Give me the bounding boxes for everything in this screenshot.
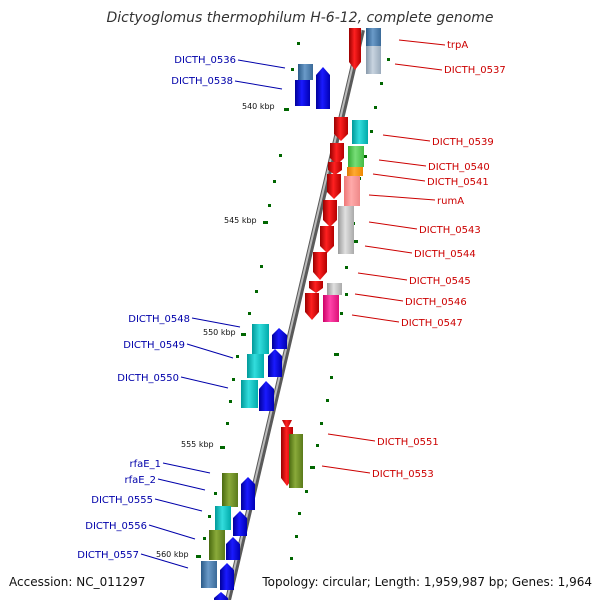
gene-feature[interactable] [272, 328, 287, 349]
gene-feature[interactable] [220, 563, 234, 590]
gene-label-dicth-0548[interactable]: DICTH_0548 [128, 314, 190, 325]
gene-feature[interactable] [327, 174, 341, 199]
gene-feature[interactable] [328, 162, 342, 175]
gene-label-rfaE-2[interactable]: rfaE_2 [125, 475, 156, 486]
gene-label-dicth-0549[interactable]: DICTH_0549 [123, 340, 185, 351]
gene-label-dicth-0540[interactable]: DICTH_0540 [428, 162, 490, 173]
gene-label-dicth-0547[interactable]: DICTH_0547 [401, 318, 463, 329]
gene-label-dicth-0551[interactable]: DICTH_0551 [377, 437, 439, 448]
gene-feature[interactable] [344, 176, 360, 206]
gene-feature[interactable] [366, 28, 381, 46]
gene-label-dicth-0536[interactable]: DICTH_0536 [174, 55, 236, 66]
gene-label-dicth-0555[interactable]: DICTH_0555 [91, 495, 153, 506]
gene-feature[interactable] [313, 252, 327, 280]
scale-label-555: 555 kbp [181, 440, 214, 449]
gene-feature[interactable] [366, 46, 381, 74]
gene-label-dicth-0544[interactable]: DICTH_0544 [414, 249, 476, 260]
gene-feature[interactable] [349, 28, 361, 70]
scale-label-540: 540 kbp [242, 102, 275, 111]
gene-label-dicth-0543[interactable]: DICTH_0543 [419, 225, 481, 236]
gene-feature[interactable] [347, 167, 363, 176]
gene-feature[interactable] [320, 226, 334, 253]
gene-feature[interactable] [338, 206, 354, 254]
accession-label: Accession: NC_011297 [9, 575, 145, 589]
gene-feature[interactable] [247, 354, 264, 378]
gene-feature[interactable] [209, 530, 225, 560]
gene-label-dicth-0557[interactable]: DICTH_0557 [77, 550, 139, 561]
gene-label-dicth-0539[interactable]: DICTH_0539 [432, 137, 494, 148]
gene-labels: trpA DICTH_0537 DICTH_0539 DICTH_0540 DI… [77, 40, 505, 561]
gene-feature[interactable] [289, 434, 303, 488]
gene-label-dicth-0537[interactable]: DICTH_0537 [444, 65, 506, 76]
gene-label-rumA[interactable]: rumA [437, 196, 464, 207]
gene-feature[interactable] [201, 561, 217, 588]
gene-feature[interactable] [252, 324, 269, 354]
gene-label-dicth-0553[interactable]: DICTH_0553 [372, 469, 434, 480]
gene-label-dicth-0541[interactable]: DICTH_0541 [427, 177, 489, 188]
topology-label: Topology: circular; Length: 1,959,987 bp… [261, 575, 592, 589]
gene-feature[interactable] [323, 200, 337, 227]
gene-label-trpA[interactable]: trpA [447, 40, 468, 51]
scale-label-545: 545 kbp [224, 216, 257, 225]
leader-lines [140, 39, 446, 569]
gene-feature[interactable] [305, 293, 319, 320]
gene-feature[interactable] [334, 117, 348, 141]
gene-feature[interactable] [298, 64, 313, 80]
gene-feature[interactable] [241, 380, 258, 408]
reverse-strand-genes [201, 64, 330, 600]
gene-label-dicth-0556[interactable]: DICTH_0556 [85, 521, 147, 532]
gene-feature[interactable] [309, 281, 323, 293]
scale-label-560: 560 kbp [156, 550, 189, 559]
gene-label-dicth-0550[interactable]: DICTH_0550 [117, 373, 179, 384]
gene-feature[interactable] [330, 143, 344, 165]
diagram-title: Dictyoglomus thermophilum H-6-12, comple… [106, 10, 493, 26]
forward-strand-genes [281, 28, 381, 488]
gene-feature[interactable] [233, 511, 247, 536]
gene-feature[interactable] [268, 349, 282, 377]
gene-feature[interactable] [352, 120, 368, 144]
gene-label-dicth-0538[interactable]: DICTH_0538 [171, 76, 233, 87]
gene-feature[interactable] [323, 295, 339, 322]
gene-feature[interactable] [215, 506, 231, 530]
gene-label-rfaE-1[interactable]: rfaE_1 [130, 459, 161, 470]
gene-feature[interactable] [222, 473, 238, 507]
gene-feature[interactable] [295, 80, 310, 106]
gene-feature[interactable] [241, 477, 255, 510]
scale-label-550: 550 kbp [203, 328, 236, 337]
gene-feature[interactable] [327, 283, 342, 295]
gene-feature[interactable] [348, 146, 364, 167]
gene-feature[interactable] [259, 381, 274, 411]
gene-feature[interactable] [226, 537, 240, 560]
gene-label-dicth-0546[interactable]: DICTH_0546 [405, 297, 467, 308]
gene-label-dicth-0545[interactable]: DICTH_0545 [409, 276, 471, 287]
